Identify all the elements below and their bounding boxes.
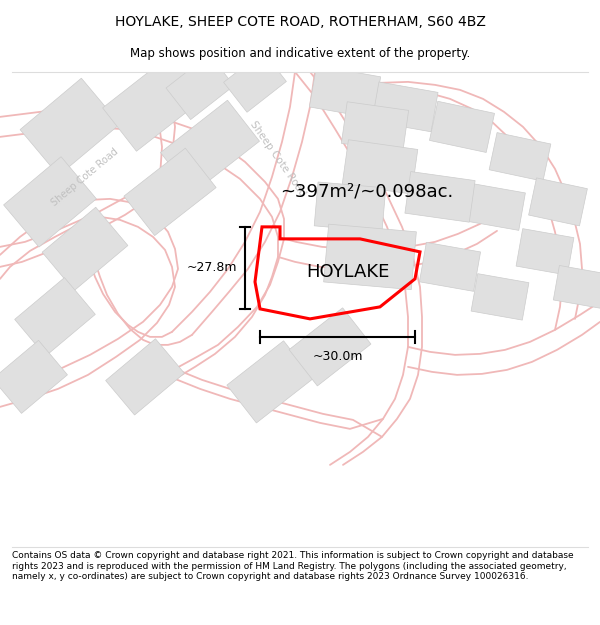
Polygon shape	[227, 341, 313, 423]
Polygon shape	[103, 52, 208, 151]
Polygon shape	[529, 178, 587, 226]
Polygon shape	[0, 341, 67, 413]
Polygon shape	[20, 78, 120, 176]
Polygon shape	[314, 182, 386, 232]
Polygon shape	[516, 229, 574, 275]
Polygon shape	[310, 66, 380, 118]
Text: HOYLAKE: HOYLAKE	[307, 263, 389, 281]
Text: ~397m²/~0.098ac.: ~397m²/~0.098ac.	[280, 183, 453, 201]
Polygon shape	[124, 148, 216, 236]
Polygon shape	[323, 224, 416, 289]
Polygon shape	[224, 51, 286, 112]
Polygon shape	[342, 140, 418, 194]
Text: Sheep Cote Road: Sheep Cote Road	[248, 119, 308, 198]
Polygon shape	[471, 274, 529, 320]
Polygon shape	[419, 242, 481, 291]
Polygon shape	[489, 132, 551, 181]
Text: Contains OS data © Crown copyright and database right 2021. This information is : Contains OS data © Crown copyright and d…	[12, 551, 574, 581]
Text: ~30.0m: ~30.0m	[312, 350, 363, 363]
Text: Map shows position and indicative extent of the property.: Map shows position and indicative extent…	[130, 48, 470, 61]
Polygon shape	[289, 308, 371, 386]
Polygon shape	[166, 54, 234, 119]
Polygon shape	[106, 339, 184, 415]
Text: HOYLAKE, SHEEP COTE ROAD, ROTHERHAM, S60 4BZ: HOYLAKE, SHEEP COTE ROAD, ROTHERHAM, S60…	[115, 14, 485, 29]
Polygon shape	[161, 100, 259, 194]
Polygon shape	[405, 171, 475, 222]
Polygon shape	[372, 82, 438, 132]
Polygon shape	[4, 157, 97, 247]
Polygon shape	[42, 208, 128, 291]
Polygon shape	[430, 101, 494, 152]
Polygon shape	[464, 183, 526, 231]
Text: ~27.8m: ~27.8m	[187, 261, 237, 274]
Text: Sheep Cote Road: Sheep Cote Road	[50, 146, 121, 208]
Polygon shape	[553, 266, 600, 308]
Polygon shape	[341, 102, 409, 152]
Polygon shape	[14, 278, 95, 356]
